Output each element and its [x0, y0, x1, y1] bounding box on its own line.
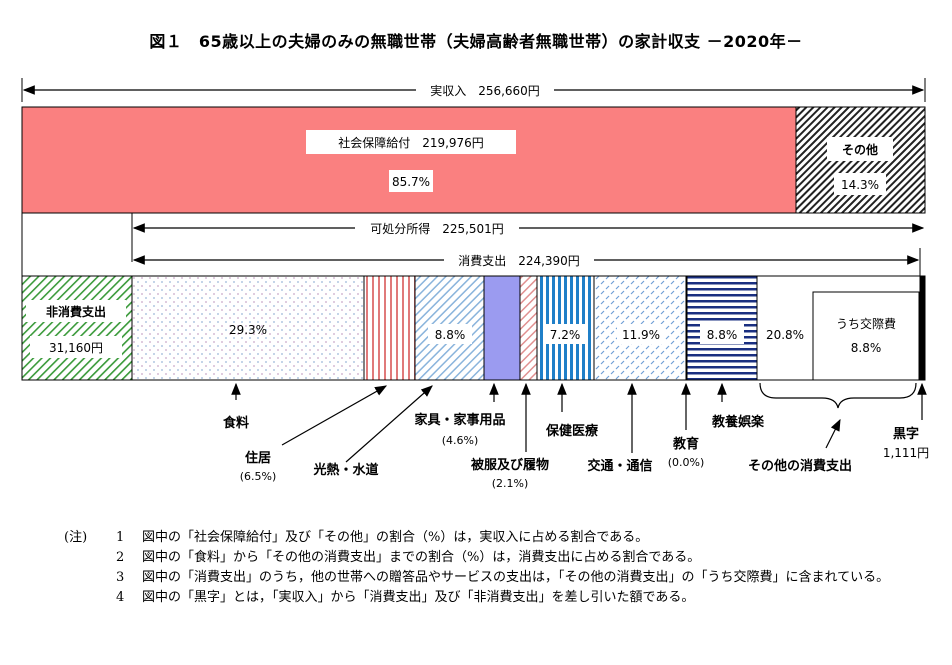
- note-text: 図中の「消費支出」のうち，他の世帯への贈答品やサービスの支出は，「その他の消費支…: [142, 570, 890, 585]
- clothing-percent: (2.1%): [492, 477, 529, 490]
- surplus-value: 1,111円: [883, 446, 929, 460]
- surplus-label: 黒字: [893, 426, 919, 442]
- note-number: 1: [116, 530, 125, 545]
- bar-social-security: [21, 106, 797, 214]
- social-expense-label: うち交際費: [836, 316, 896, 331]
- income-label: 実収入 256,660円: [430, 83, 540, 98]
- bar-food: [131, 275, 365, 381]
- note-item: 2 図中の「食料」から「その他の消費支出」までの割合（%）は，消費支出に占める割…: [64, 548, 924, 568]
- note-item: (注) 1 図中の「社会保障給付」及び「その他」の割合（%）は，実収入に占める割…: [64, 528, 924, 548]
- bar-utilities: [414, 275, 485, 381]
- culture-percent: 8.8%: [707, 328, 738, 342]
- other-consumption-label: その他の消費支出: [748, 458, 852, 474]
- housing-percent: (6.5%): [240, 470, 277, 483]
- utility-percent: 8.8%: [435, 328, 466, 342]
- other-consumption-brace: [759, 382, 917, 409]
- furniture-percent: (4.6%): [442, 434, 479, 447]
- social-expense-box: [812, 291, 920, 381]
- chart-title: 図１ 65歳以上の夫婦のみの無職世帯（夫婦高齢者無職世帯）の家計収支 －2020…: [149, 32, 803, 51]
- notes-head: (注): [64, 530, 88, 545]
- bar-housing: [363, 275, 416, 381]
- bar-clothing: [519, 275, 538, 381]
- bar-furniture: [483, 275, 521, 381]
- housing-label: 住居: [245, 450, 271, 466]
- disposable-label: 可処分所得 225,501円: [370, 221, 504, 236]
- income-other-label: その他: [842, 142, 878, 157]
- note-item: 4 図中の「黒字」とは，「実収入」から「消費支出」及び「非消費支出」を差し引いた…: [64, 588, 924, 608]
- food-label: 食料: [223, 415, 249, 431]
- non-consumption-label: 非消費支出: [46, 304, 106, 319]
- bar-non-consumption: [21, 275, 133, 381]
- budget-chart: 実収入 256,660円 社会保障給付 219,976円 85.7% その他 1…: [21, 78, 929, 490]
- clothing-label: 被服及び履物: [470, 457, 549, 473]
- income-other-percent: 14.3%: [841, 178, 879, 192]
- furniture-label: 家具・家事用品: [414, 412, 505, 428]
- education-label: 教育: [672, 436, 699, 452]
- medical-label: 保健医療: [545, 423, 599, 439]
- note-number: 2: [116, 550, 125, 565]
- education-percent: (0.0%): [668, 456, 705, 469]
- social-security-label: 社会保障給付 219,976円: [338, 135, 484, 150]
- notes-section: (注) 1 図中の「社会保障給付」及び「その他」の割合（%）は，実収入に占める割…: [64, 528, 924, 608]
- transport-label: 交通・通信: [587, 458, 652, 474]
- medical-percent: 7.2%: [550, 328, 581, 342]
- note-text: 図中の「社会保障給付」及び「その他」の割合（%）は，実収入に占める割合である。: [142, 530, 649, 545]
- note-number: 3: [116, 570, 125, 585]
- note-text: 図中の「黒字」とは，「実収入」から「消費支出」及び「非消費支出」を差し引いた額で…: [142, 590, 695, 605]
- transport-percent: 11.9%: [622, 328, 660, 342]
- social-security-percent: 85.7%: [392, 175, 430, 189]
- utilities-label: 光熱・水道: [312, 462, 378, 478]
- note-text: 図中の「食料」から「その他の消費支出」までの割合（%）は，消費支出に占める割合で…: [142, 550, 701, 565]
- bar-surplus: [919, 275, 926, 381]
- food-percent: 29.3%: [229, 323, 267, 337]
- non-consumption-value: 31,160円: [49, 341, 103, 355]
- note-item: 3 図中の「消費支出」のうち，他の世帯への贈答品やサービスの支出は，「その他の消…: [64, 568, 924, 588]
- consumption-label: 消費支出 224,390円: [458, 253, 580, 268]
- culture-label: 教養娯楽: [711, 414, 765, 430]
- other-consumption-percent: 20.8%: [766, 328, 804, 342]
- note-number: 4: [116, 590, 125, 605]
- social-expense-percent: 8.8%: [851, 341, 882, 355]
